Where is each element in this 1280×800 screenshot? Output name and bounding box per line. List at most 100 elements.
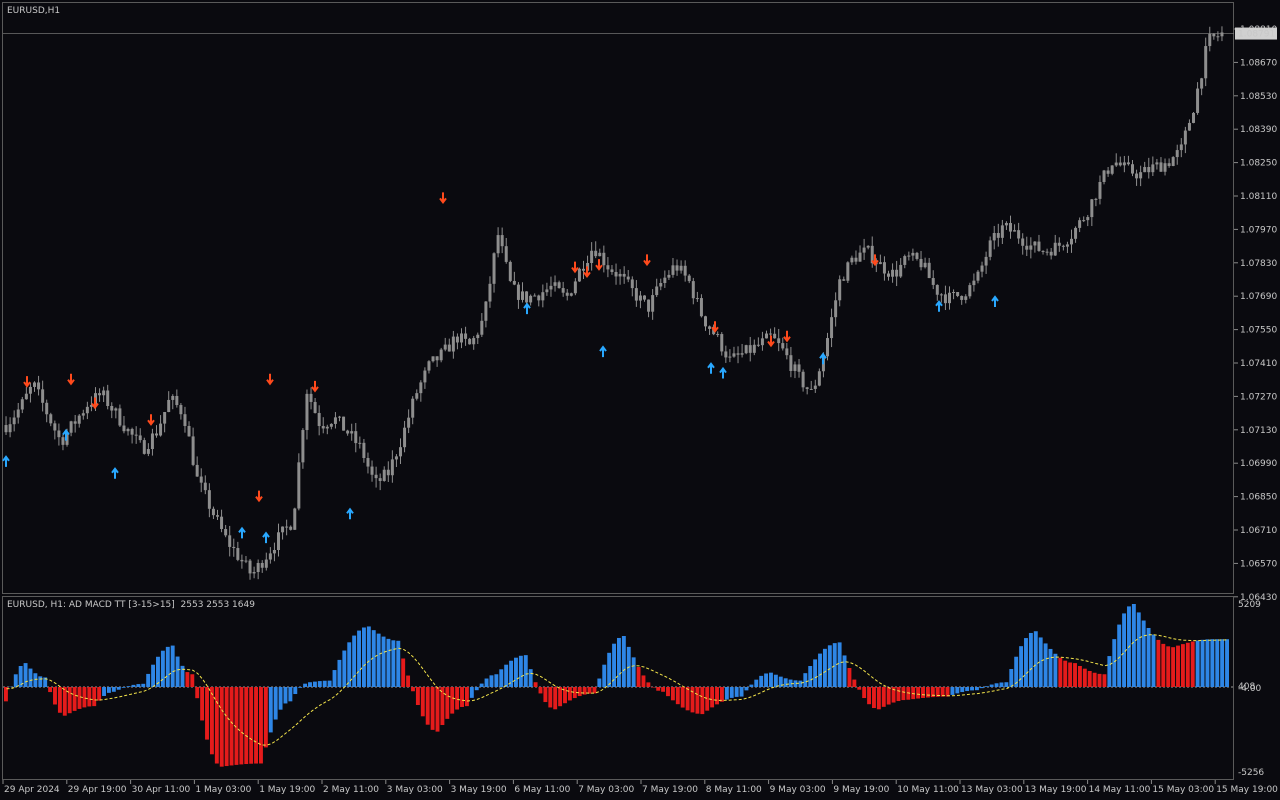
candle-body [769,333,773,335]
macd-histogram-bar [744,687,749,691]
macd-histogram-bar [719,687,724,702]
price-tick-label: 1.07270 [1240,392,1277,402]
candle-body [1179,144,1183,151]
candle-body [1090,199,1094,218]
candle-body [305,393,309,431]
macd-histogram-bar [342,650,347,687]
macd-histogram-bar [695,687,700,714]
macd-histogram-bar [1171,647,1176,687]
candle-body [972,280,976,286]
candle-body [203,482,207,491]
candle-body [809,388,813,390]
candle-body [561,288,565,293]
candle-body [1021,238,1025,246]
candle-body [285,526,289,528]
candle-body [16,409,20,418]
candle-body [106,390,110,407]
macd-histogram-bar [572,687,577,699]
candle-body [777,338,781,344]
macd-histogram-bar [862,687,867,699]
macd-histogram-bar [754,679,759,687]
macd-histogram-bar [371,630,376,687]
candle-body [248,560,252,574]
price-tick-label: 1.07550 [1240,326,1277,336]
candle-body [935,284,939,295]
macd-histogram-bar [366,626,371,687]
candle-body [582,268,585,271]
candle-body [525,291,529,303]
price-tick-label: 1.08250 [1240,159,1277,169]
macd-histogram-bar [670,687,675,701]
candle-body [785,348,789,356]
macd-histogram-bar [543,687,548,703]
candle-body [98,393,102,396]
candle-body [45,402,49,415]
macd-histogram-bar [97,687,102,701]
macd-histogram-bar [778,676,783,687]
macd-histogram-bar [783,678,788,687]
macd-histogram-bar [739,687,744,697]
price-tick-label: 1.06570 [1240,559,1277,569]
candle-body [329,423,333,427]
candle-body [830,317,834,339]
candle-body [155,433,158,436]
candle-body [773,333,777,339]
candle-body [732,353,736,357]
candle-body [1139,172,1143,179]
candle-body [484,301,488,321]
macd-histogram-bar [808,665,813,687]
macd-histogram-bar [548,687,553,708]
macd-histogram-bar [636,666,641,687]
current-price-box [1235,27,1277,40]
macd-histogram-bar [273,687,278,720]
candle-body [1078,220,1082,228]
candle-body [899,264,903,277]
candle-body [956,292,960,296]
candle-body [866,245,870,248]
sell-signal-arrow [91,397,99,410]
candle-body [293,508,297,530]
candle-body [516,284,520,300]
candle-body [211,508,215,516]
price-chart-pane[interactable]: EURUSD,H1 [2,2,1234,594]
candle-body [882,262,886,274]
candle-body [1017,230,1021,239]
candle-body [801,371,805,388]
macd-histogram-bar [391,640,396,687]
macd-histogram-bar [1176,645,1180,687]
macd-histogram-bar [209,687,214,755]
candle-body [643,295,646,300]
candle-body [65,432,69,445]
price-tick-label: 1.07690 [1240,292,1277,302]
candle-body [573,281,577,294]
candle-body [338,416,341,418]
macd-indicator-pane[interactable]: EURUSD, H1: AD MACD TT [3-15>15] 2553 25… [2,596,1234,780]
macd-histogram-bar [1185,642,1190,687]
macd-histogram-bar [38,676,43,687]
candle-body [130,428,134,435]
candle-body [480,320,484,335]
macd-histogram-bar [788,679,793,687]
candle-body [423,370,427,383]
candle-body [610,269,614,272]
macd-histogram-bar [259,687,263,764]
time-tick-label: 2 May 11:00 [323,785,379,795]
macd-histogram-bar [1077,665,1082,687]
candle-body [419,382,423,394]
candle-body [472,338,476,345]
candle-body [533,295,537,297]
macd-histogram-bar [337,659,342,687]
candle-body [468,338,472,345]
candle-body [870,245,874,264]
candle-body [626,276,630,280]
macd-histogram-bar [1151,634,1156,687]
candle-body [110,406,114,411]
candle-body [728,356,732,358]
macd-histogram-bar [57,687,62,713]
candle-body [374,474,378,479]
macd-histogram-bar [1112,639,1117,687]
macd-histogram-bar [832,643,837,687]
candle-body [240,559,244,562]
time-tick-label: 10 May 11:00 [897,785,959,795]
candle-body [207,490,211,509]
